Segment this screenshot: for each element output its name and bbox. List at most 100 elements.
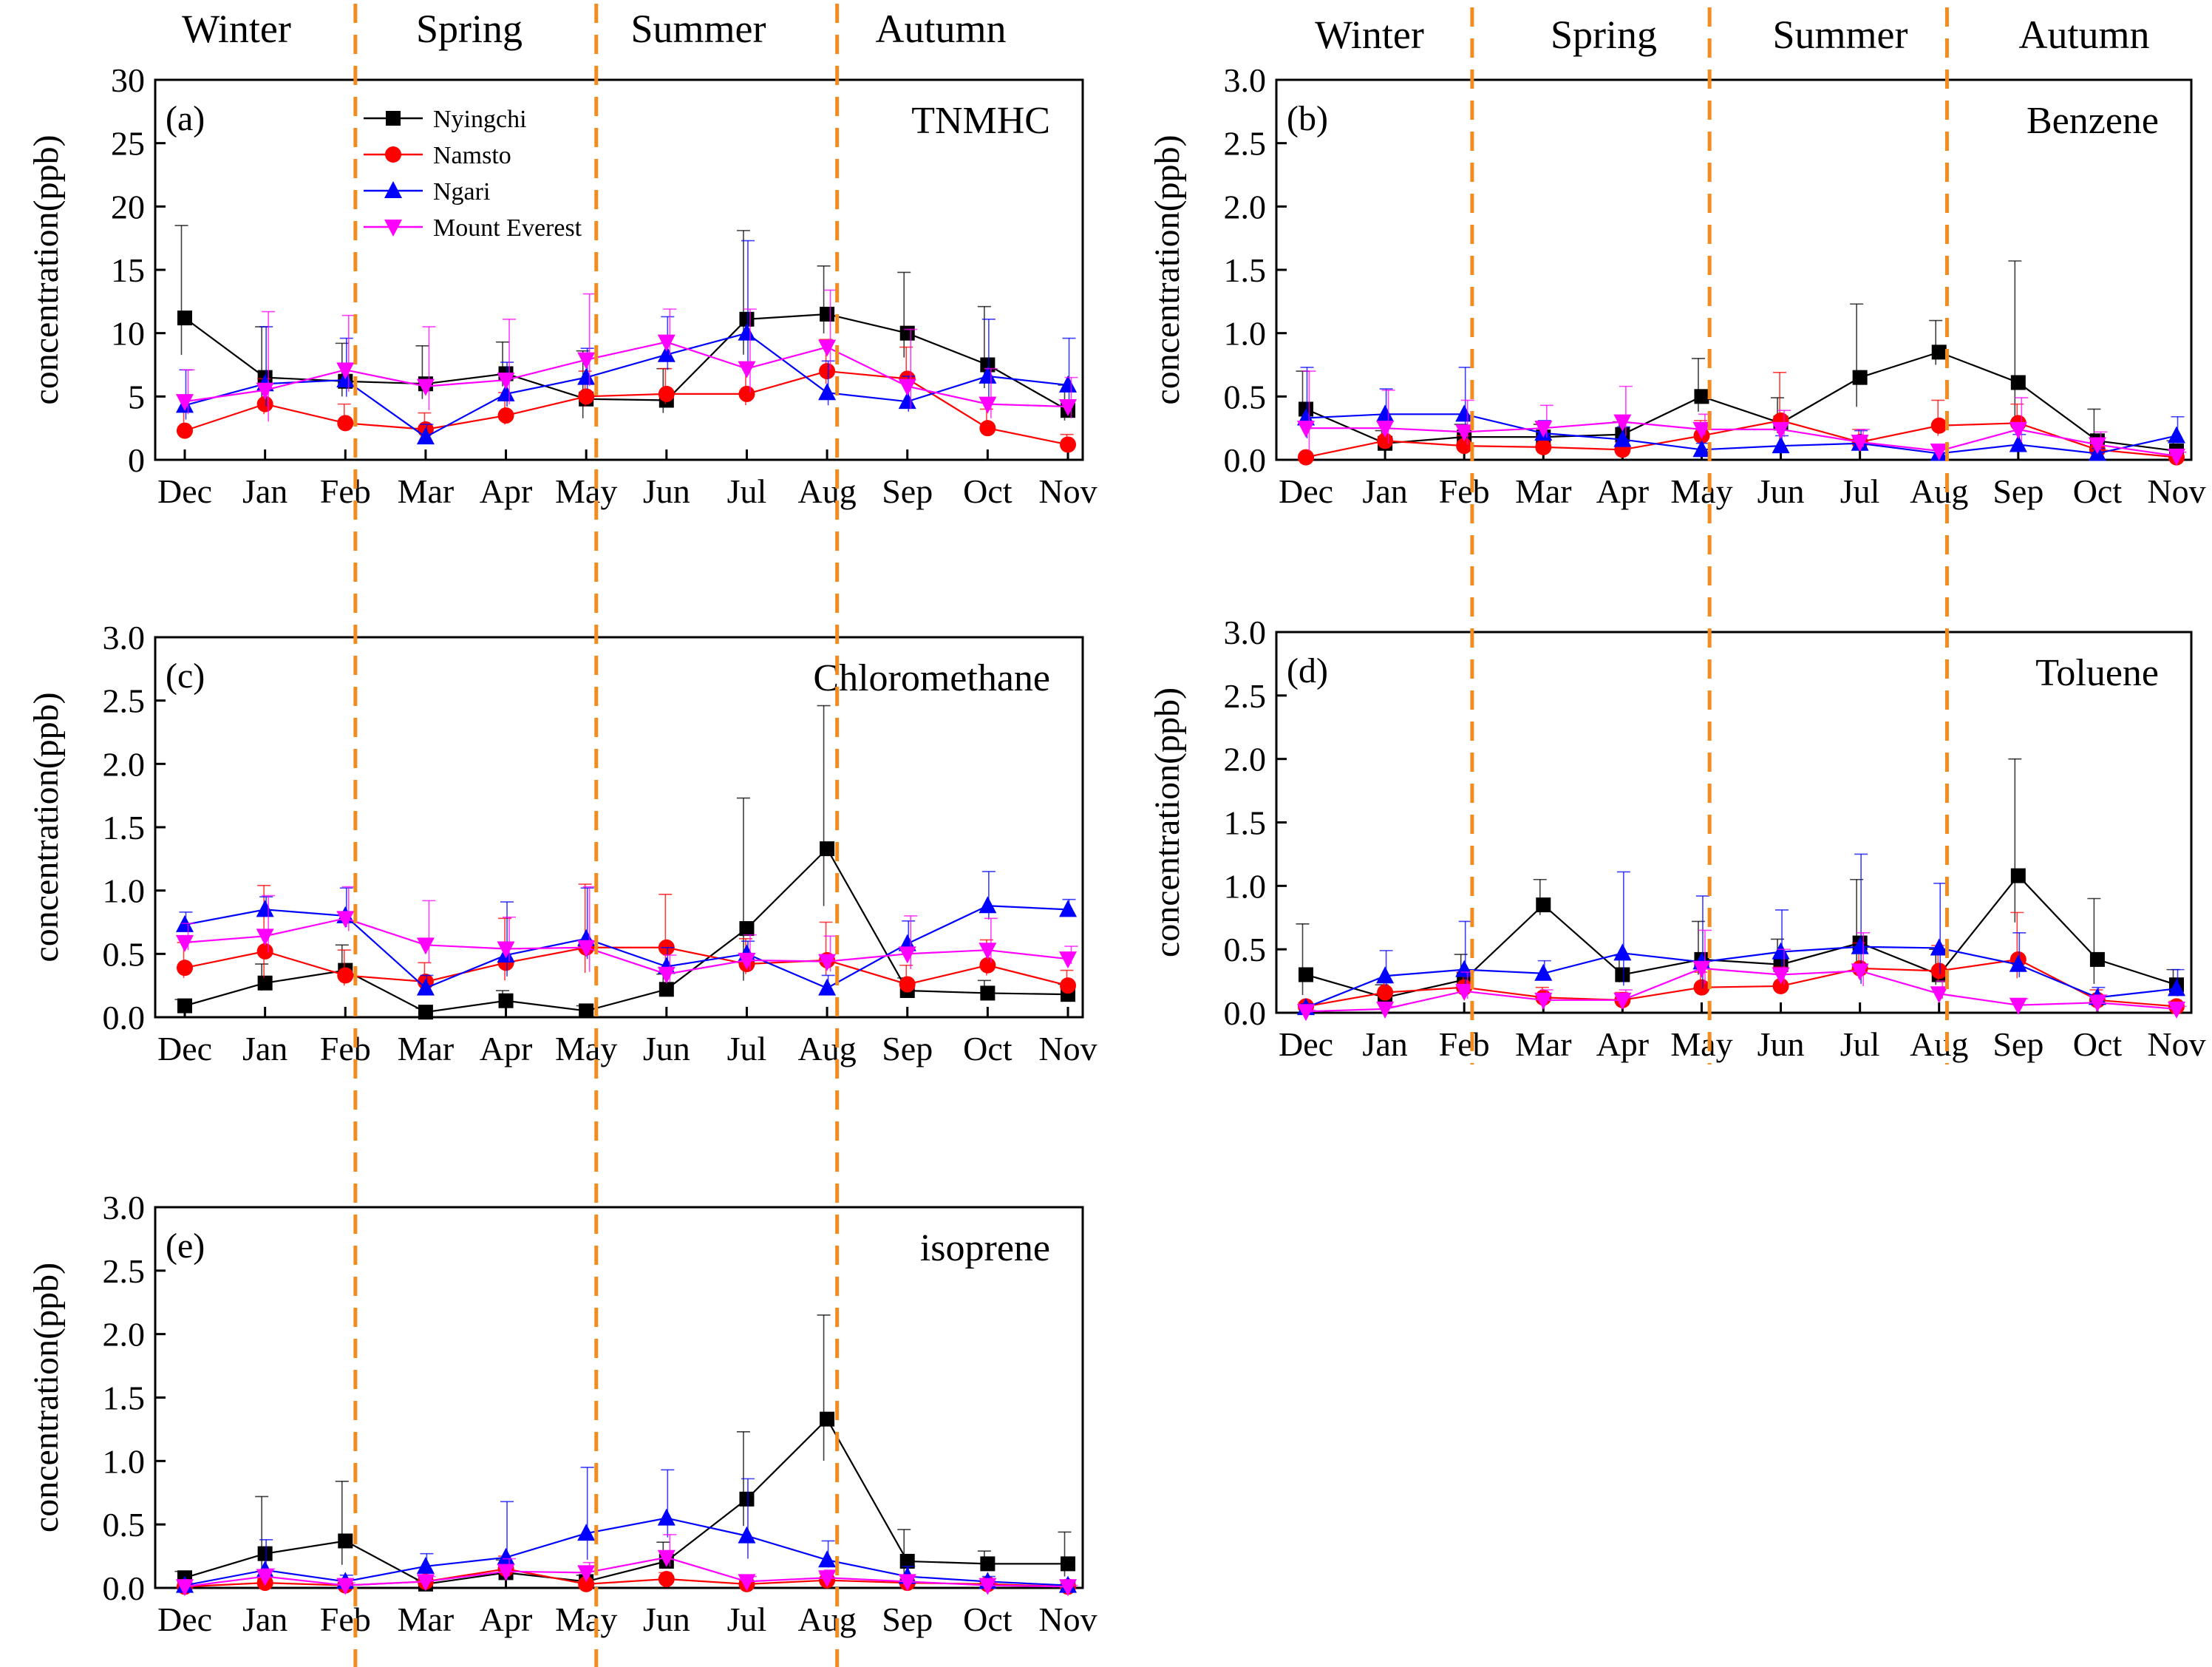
x-tick-label: Jan <box>1362 1025 1407 1063</box>
legend-marker <box>384 220 402 237</box>
x-tick-label: Mar <box>398 1030 455 1067</box>
y-tick-label: 1.0 <box>103 872 146 910</box>
data-point <box>1297 421 1315 438</box>
data-point <box>899 976 916 993</box>
x-tick-label: Jul <box>727 1030 767 1067</box>
y-tick-label: 30 <box>111 61 145 99</box>
season-label: Winter <box>1315 13 1424 57</box>
panel-tag: (d) <box>1287 651 1328 690</box>
data-point <box>659 982 674 997</box>
data-point <box>1694 389 1709 404</box>
data-point <box>1377 432 1394 449</box>
data-point <box>256 928 274 946</box>
data-point <box>818 383 837 401</box>
panel-tag: (b) <box>1287 99 1328 138</box>
data-point <box>177 960 193 977</box>
x-tick-label: Oct <box>963 472 1013 510</box>
data-point <box>1930 417 1947 434</box>
data-point <box>1297 1004 1315 1022</box>
data-point <box>979 896 997 914</box>
series-line <box>1306 421 2177 457</box>
compound-label: Benzene <box>2026 100 2159 142</box>
data-point <box>497 373 515 390</box>
data-point <box>579 1003 594 1019</box>
data-point <box>256 943 273 960</box>
x-tick-label: Jan <box>242 472 287 510</box>
data-point <box>416 1556 435 1574</box>
series-line <box>184 1568 1069 1588</box>
series-nyingchi <box>1296 758 2184 1005</box>
data-point <box>416 427 435 445</box>
x-tick-label: Oct <box>963 1030 1013 1067</box>
x-tick-label: Aug <box>1910 472 1968 510</box>
data-point <box>1455 424 1474 442</box>
y-axis-title: concentration(ppb) <box>27 1263 66 1532</box>
x-tick-label: Sep <box>1992 472 2043 510</box>
series-mount-everest <box>176 886 1078 984</box>
series-line <box>1305 967 2177 1013</box>
x-tick-label: Aug <box>797 1600 856 1638</box>
x-tick-label: Sep <box>882 472 933 510</box>
data-point <box>979 1578 997 1595</box>
data-point <box>2009 435 2027 452</box>
season-label: Winter <box>182 7 291 51</box>
data-point <box>2088 437 2106 455</box>
data-point <box>739 921 755 937</box>
x-tick-label: Mar <box>398 1600 455 1638</box>
data-point <box>1930 444 1948 461</box>
data-point <box>336 911 355 928</box>
series-mount-everest <box>176 289 1078 422</box>
y-tick-label: 0.5 <box>103 935 146 973</box>
data-point <box>1851 937 1869 954</box>
series-line <box>1305 958 2177 1008</box>
series-line <box>184 847 1069 1014</box>
data-point <box>1930 986 1948 1004</box>
panel-b: 0.0 0.5 1.0 1.5 2.0 2.5 3.0 Dec Jan Feb Mar Apr May J… <box>1148 61 2206 510</box>
data-point <box>257 975 273 991</box>
data-point <box>2009 997 2027 1015</box>
series-namsto <box>177 883 1076 994</box>
data-point <box>1059 399 1077 417</box>
data-point <box>1376 966 1395 984</box>
panel-c: 0.0 0.5 1.0 1.5 2.0 2.5 3.0 Dec Jan Feb Mar Apr May J… <box>27 619 1098 1067</box>
x-tick-label: Aug <box>1910 1025 1968 1063</box>
data-point <box>2168 979 2185 997</box>
data-point <box>416 937 435 955</box>
y-tick-label: 1.5 <box>103 1379 146 1417</box>
x-tick-label: May <box>555 1600 617 1638</box>
y-tick-label: 1.5 <box>1224 804 1267 842</box>
data-point <box>1534 963 1553 981</box>
x-tick-label: Dec <box>1279 1025 1333 1063</box>
x-tick-label: Oct <box>2073 1025 2123 1063</box>
data-point <box>2168 426 2185 444</box>
x-tick-label: Jul <box>727 472 767 510</box>
data-point <box>1299 967 1313 982</box>
series-line <box>184 1517 1069 1586</box>
y-tick-label: 3.0 <box>1224 61 1267 99</box>
series-line <box>184 332 1069 438</box>
x-tick-label: Apr <box>480 1030 533 1067</box>
data-point <box>336 1578 355 1595</box>
x-tick-label: May <box>1670 472 1732 510</box>
data-point <box>1376 421 1395 438</box>
data-point <box>2168 1001 2185 1019</box>
data-point <box>1535 438 1552 455</box>
x-tick-label: Jul <box>727 1600 767 1638</box>
x-tick-label: Feb <box>1439 1025 1490 1063</box>
data-point <box>176 1579 194 1597</box>
y-tick-label: 1.5 <box>103 809 146 846</box>
data-point <box>1456 438 1473 455</box>
y-tick-label: 2.5 <box>103 682 146 720</box>
x-tick-label: Dec <box>157 472 212 510</box>
data-point <box>818 339 837 357</box>
data-point <box>898 392 916 410</box>
data-point <box>177 998 192 1014</box>
data-point <box>818 954 837 971</box>
data-point <box>1772 977 1789 994</box>
data-point <box>899 1553 915 1569</box>
x-tick-label: Nov <box>1038 1600 1097 1638</box>
x-tick-label: Apr <box>1596 472 1650 510</box>
y-tick-label: 1.0 <box>1224 867 1267 905</box>
data-point <box>1692 960 1711 978</box>
